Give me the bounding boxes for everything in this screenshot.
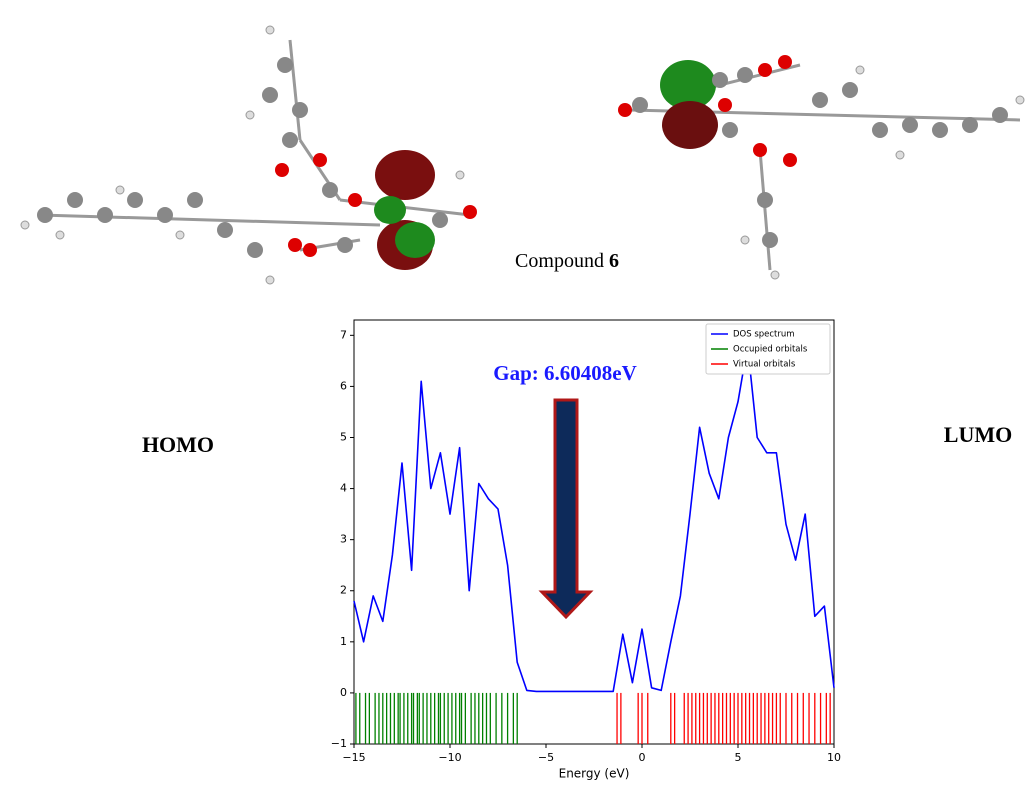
homo-molecule — [21, 26, 477, 284]
x-tick-label: 10 — [827, 751, 841, 764]
compound-number: 6 — [609, 250, 619, 272]
gap-annotation: Gap: 6.60408eV — [493, 361, 637, 385]
lumo-label: LUMO — [944, 422, 1012, 447]
gap-arrow — [542, 400, 590, 617]
compound-label: Compound 6 — [515, 250, 619, 272]
homo-label: HOMO — [142, 432, 214, 457]
y-tick-label: 5 — [340, 430, 347, 443]
y-tick-label: 3 — [340, 533, 347, 546]
compound-text: Compound — [515, 250, 604, 272]
y-tick-label: 1 — [340, 635, 347, 648]
x-tick-label: 0 — [639, 751, 646, 764]
x-tick-label: −10 — [438, 751, 461, 764]
y-tick-label: 0 — [340, 686, 347, 699]
x-axis-label: Energy (eV) — [559, 767, 630, 781]
y-tick-label: 2 — [340, 584, 347, 597]
legend-label: Occupied orbitals — [733, 345, 808, 355]
legend-label: DOS spectrum — [733, 330, 795, 340]
y-tick-label: 6 — [340, 379, 347, 392]
y-tick-label: 4 — [340, 482, 347, 495]
lumo-molecule — [618, 55, 1024, 279]
dos-line — [354, 346, 834, 692]
x-tick-label: 5 — [735, 751, 742, 764]
y-tick-label: 7 — [340, 328, 347, 341]
legend-label: Virtual orbitals — [733, 360, 796, 370]
figure: HOMO LUMO Compound 6 −101234567−15−10−50… — [0, 0, 1029, 786]
x-tick-label: −5 — [538, 751, 554, 764]
y-tick-label: −1 — [331, 737, 347, 750]
x-tick-label: −15 — [342, 751, 365, 764]
